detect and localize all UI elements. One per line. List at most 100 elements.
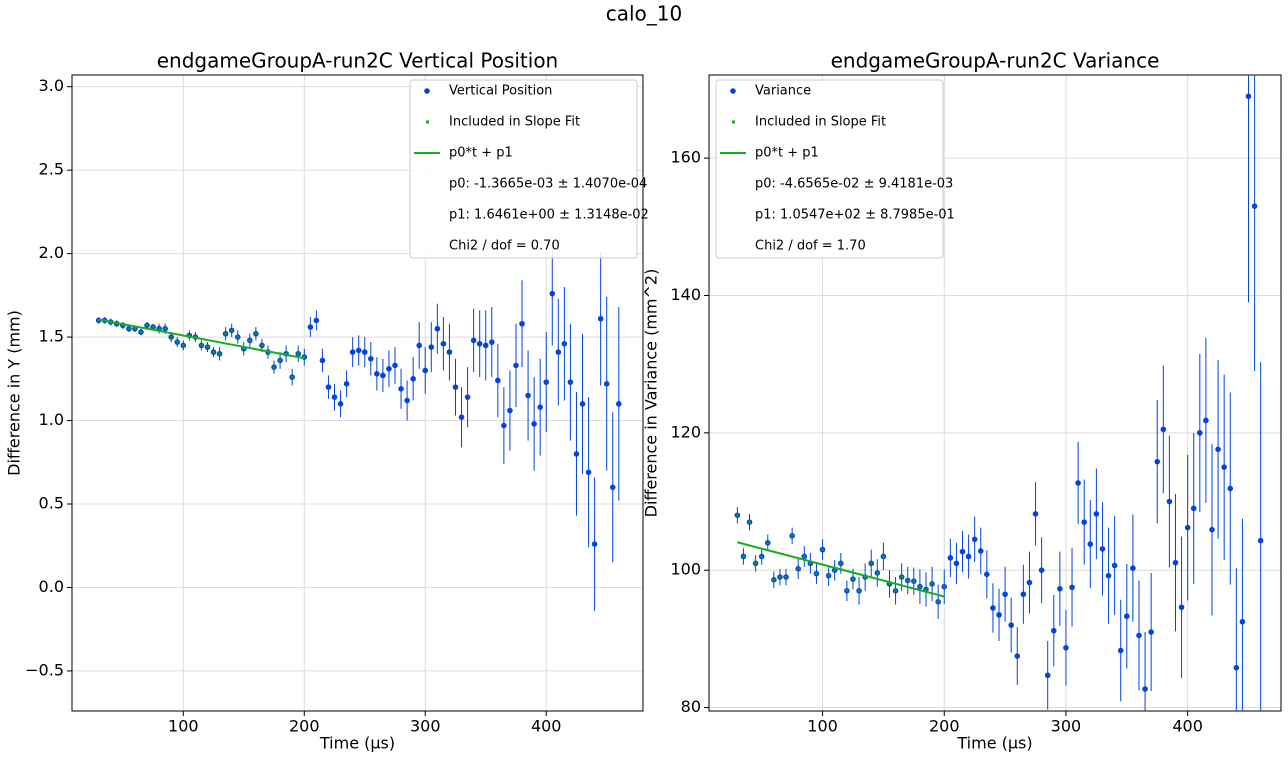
data-point [1038,567,1045,574]
fit-point [748,520,752,524]
data-point [1178,604,1185,611]
y-tick-label: 80 [681,697,701,716]
fit-point [212,350,216,354]
plot-frame [708,74,1282,712]
fit-point [175,340,179,344]
data-point [1105,572,1112,579]
y-tick-label: 3.0 [39,76,64,95]
data-point [1197,430,1203,436]
data-point [1087,541,1094,547]
data-point [1111,562,1118,569]
data-point [1026,579,1033,586]
fit-point [839,561,843,565]
data-point [1081,519,1088,525]
legend-marker [730,88,736,94]
fit-point [272,365,276,369]
data-point [1136,632,1142,639]
data-point [398,386,404,392]
fit-point [151,325,155,329]
data-point [368,355,374,362]
fit-point [242,347,246,351]
data-point [404,397,410,404]
axes-title: endgameGroupA-run2C Variance [831,49,1160,73]
data-point [428,344,435,350]
fit-point [260,343,264,347]
data-point [392,362,398,369]
data-point [990,605,996,611]
data-point [410,376,416,382]
fit-point [133,327,137,331]
fit-point [814,572,818,576]
data-point [488,339,495,345]
data-point [1203,417,1209,424]
data-point [331,394,338,400]
fit-point [278,358,282,362]
data-point [495,377,501,384]
fit-point [869,561,873,565]
fit-point [157,327,161,331]
fit-point [741,554,745,558]
data-point [355,347,362,354]
x-axis-label: Time (µs) [956,734,1032,753]
legend-label: Vertical Position [449,84,552,99]
data-point [343,381,350,387]
fit-point [833,568,837,572]
legend-label: p0*t + p1 [449,146,513,161]
fit-point [790,534,794,538]
data-point [1184,524,1191,531]
fit-point [906,579,910,583]
data-point [525,392,531,399]
data-point [543,379,550,385]
data-point [1014,653,1021,659]
fit-point [296,352,300,356]
plot-area [95,241,622,611]
fit-point [230,328,234,332]
fit-point [127,327,131,331]
fit-point [851,577,855,581]
fit-point [754,561,758,565]
fit-point [187,333,191,337]
x-tick-label: 400 [1172,717,1203,736]
legend-label: p0*t + p1 [755,146,819,161]
data-point [1057,585,1063,592]
y-tick-label: −0.5 [25,660,64,679]
data-point [307,324,314,330]
data-point [561,340,568,347]
data-point [1069,584,1075,591]
data-point [573,451,580,457]
fit-point [248,338,252,342]
legend-label: Variance [755,84,811,99]
data-point [458,414,465,421]
fit-point [766,541,770,545]
data-point [1117,647,1124,654]
fit-point [199,343,203,347]
data-point [422,367,429,374]
fit-point [778,575,782,579]
data-point [434,325,441,332]
data-point [1257,537,1264,544]
data-point [959,548,966,555]
data-point [416,342,422,349]
fit-annotation: p1: 1.6461e+00 ± 1.3148e-02 [449,208,649,223]
x-tick-label: 300 [1051,717,1082,736]
data-point [513,362,519,369]
data-point [597,315,604,322]
fit-point [930,582,934,586]
fit-point [912,579,916,583]
data-point [519,320,525,327]
data-point [1227,485,1234,492]
data-point [1075,480,1081,486]
fit-point [857,589,861,593]
data-point [1233,664,1240,671]
data-point [996,612,1002,618]
plot-area [734,75,1264,711]
data-point [380,372,386,379]
data-point [953,560,960,567]
data-point [1044,672,1051,679]
y-tick-label: 2.0 [39,243,64,262]
fit-point [900,575,904,579]
fit-line [737,541,945,598]
fit-point [918,585,922,589]
data-point [1215,446,1221,453]
data-point [325,384,332,390]
